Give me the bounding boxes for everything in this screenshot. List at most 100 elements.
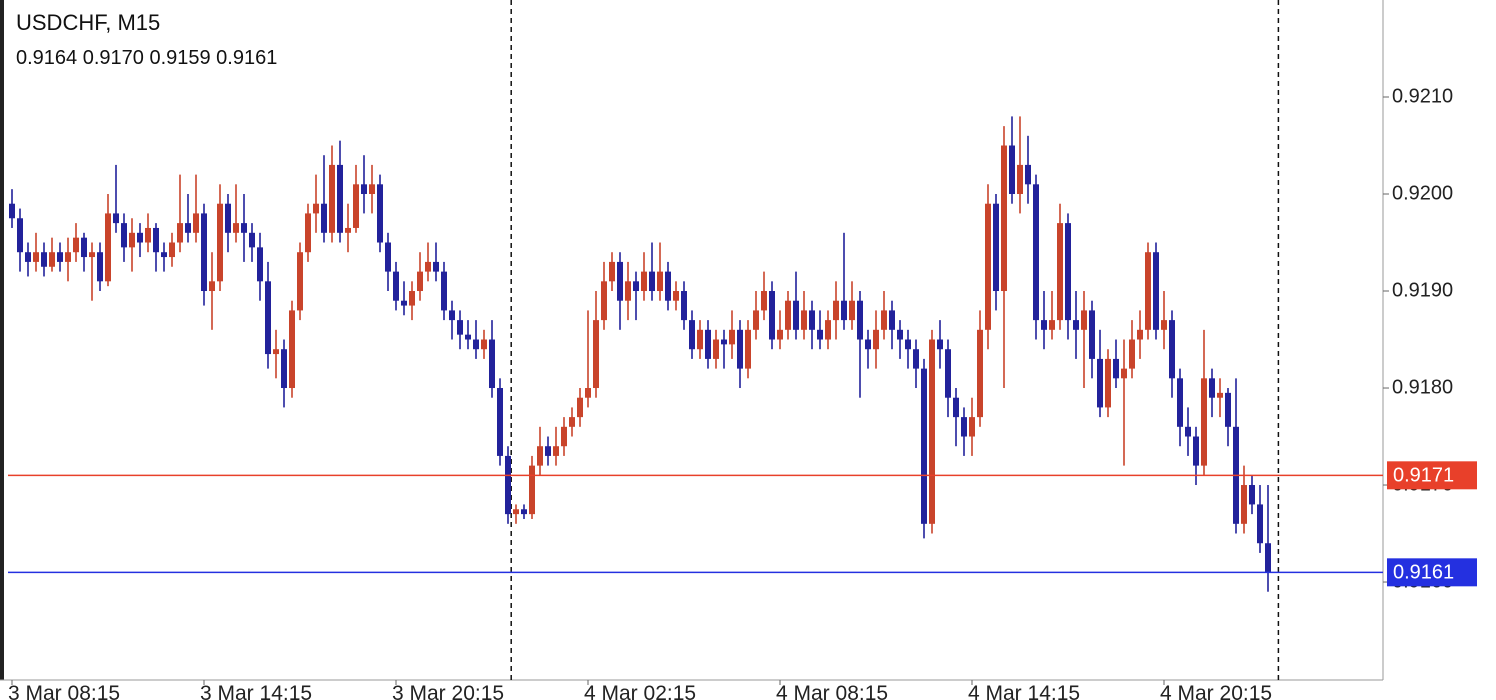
candle-body xyxy=(65,252,71,262)
candle-body xyxy=(737,329,743,369)
candle-body xyxy=(393,271,399,301)
chart-title: USDCHF, M15 xyxy=(16,10,160,35)
candle-body xyxy=(513,509,519,515)
candle-body xyxy=(537,446,543,466)
candle-body xyxy=(977,329,983,418)
candle-body xyxy=(89,252,95,258)
candle-body xyxy=(137,232,143,243)
candle-body xyxy=(985,203,991,330)
y-tick-label: 0.9210 xyxy=(1392,85,1453,107)
y-tick-label: 0.9200 xyxy=(1392,182,1453,204)
candle-body xyxy=(497,388,503,456)
candle-body xyxy=(441,271,447,311)
candle-body xyxy=(1097,358,1103,408)
candle-body xyxy=(1017,164,1023,195)
candle-body xyxy=(1009,145,1015,195)
candle-body xyxy=(1185,426,1191,437)
price-label: 0.9171 xyxy=(1393,465,1454,487)
candle-body xyxy=(993,203,999,292)
candle-body xyxy=(785,300,791,330)
candle-body xyxy=(689,320,695,350)
candle-body xyxy=(969,417,975,437)
candle-body xyxy=(233,223,239,233)
candle-body xyxy=(1033,184,1039,321)
candle-body xyxy=(409,291,415,306)
candle-body xyxy=(817,329,823,340)
candle-body xyxy=(1105,358,1111,408)
candle-body xyxy=(273,349,279,355)
candle-body xyxy=(1225,392,1231,427)
candle-body xyxy=(593,320,599,389)
candle-body xyxy=(1121,368,1127,379)
left-edge xyxy=(0,0,4,680)
candle-body xyxy=(833,300,839,321)
candle-body xyxy=(153,227,159,253)
candle-body xyxy=(745,329,751,369)
candle-body xyxy=(169,242,175,258)
x-tick-label: 4 Mar 02:15 xyxy=(584,682,696,700)
x-tick-label: 4 Mar 20:15 xyxy=(1160,682,1272,700)
candle-body xyxy=(361,184,367,195)
candle-body xyxy=(1041,320,1047,330)
candle-body xyxy=(1217,392,1223,398)
candle-body xyxy=(521,509,527,515)
candle-body xyxy=(905,339,911,350)
candle-body xyxy=(193,213,199,233)
candle-body xyxy=(1153,252,1159,330)
candle-body xyxy=(1129,339,1135,369)
candle-body xyxy=(729,329,735,345)
y-tick-label: 0.9180 xyxy=(1392,376,1453,398)
candle-body xyxy=(793,300,799,330)
candle-body xyxy=(721,339,727,345)
candle-body xyxy=(1257,504,1263,544)
candle-body xyxy=(57,252,63,262)
candle-body xyxy=(73,237,79,253)
candle-body xyxy=(601,281,607,321)
candle-body xyxy=(825,320,831,340)
x-tick-label: 3 Mar 08:15 xyxy=(8,682,120,700)
candle-body xyxy=(577,397,583,418)
candle-body xyxy=(705,329,711,359)
candle-body xyxy=(1049,320,1055,330)
candle-body xyxy=(105,213,111,282)
candle-body xyxy=(953,397,959,418)
candle-body xyxy=(9,203,15,219)
candle-body xyxy=(265,281,271,355)
candle-body xyxy=(49,252,55,267)
candle-body xyxy=(465,334,471,340)
candle-body xyxy=(529,465,535,515)
x-tick-label: 3 Mar 20:15 xyxy=(392,682,504,700)
candle-body xyxy=(473,339,479,350)
candle-body xyxy=(841,300,847,321)
candle-body xyxy=(305,213,311,253)
candle-body xyxy=(777,329,783,340)
candle-body xyxy=(257,247,263,282)
candle-body xyxy=(1001,145,1007,292)
candle-body xyxy=(249,232,255,248)
candle-body xyxy=(329,164,335,233)
y-tick-label: 0.9190 xyxy=(1392,279,1453,301)
candle-body xyxy=(217,203,223,282)
candle-body xyxy=(769,291,775,340)
candle-body xyxy=(313,203,319,214)
candle-body xyxy=(41,252,47,267)
candle-body xyxy=(505,455,511,515)
x-tick-label: 4 Mar 08:15 xyxy=(776,682,888,700)
candle-body xyxy=(881,310,887,330)
ohlc-readout: 0.9164 0.9170 0.9159 0.9161 xyxy=(16,47,277,69)
x-tick-label: 3 Mar 14:15 xyxy=(200,682,312,700)
candle-body xyxy=(489,339,495,389)
candle-body xyxy=(1089,310,1095,359)
candle-body xyxy=(1081,310,1087,330)
candle-body xyxy=(241,223,247,233)
candle-body xyxy=(353,184,359,228)
candle-body xyxy=(433,261,439,272)
candle-body xyxy=(345,227,351,233)
candle-body xyxy=(897,329,903,340)
candle-body xyxy=(913,349,919,369)
candle-body xyxy=(33,252,39,262)
candle-body xyxy=(185,223,191,233)
candle-body xyxy=(1169,320,1175,379)
